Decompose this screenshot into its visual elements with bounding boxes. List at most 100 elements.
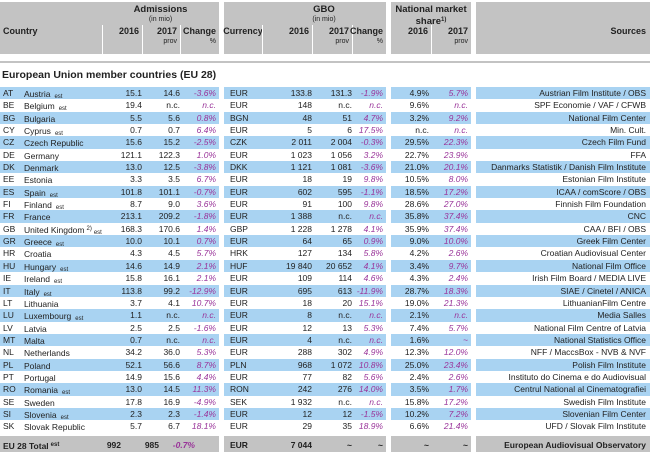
market-share-2016-cell: 3.2% bbox=[409, 112, 429, 123]
country-name: Ireland bbox=[24, 274, 50, 285]
admissions-2017-cell: 6.7 bbox=[168, 421, 180, 432]
row-sources-group: National Film Centre of Latvia bbox=[476, 322, 650, 334]
source-cell: Finnish Film Foundation bbox=[555, 199, 646, 210]
country-code-cell: PT bbox=[3, 371, 14, 382]
admissions-2017-cell: 16.9 bbox=[163, 396, 180, 407]
country-name: EU 28 Total bbox=[3, 440, 49, 451]
currency-cell: SEK bbox=[230, 396, 248, 407]
row-market-share-group: 4.2% 2.6% bbox=[391, 247, 471, 259]
row-gbo-group: HUF 19 840 20 652 4.1% bbox=[224, 259, 386, 273]
country-code-cell: IE bbox=[3, 273, 12, 284]
gbo-change-cell: -1.9% bbox=[360, 88, 383, 98]
row-sources-group: Czech Film Fund bbox=[476, 136, 650, 149]
gbo-2016-cell: 48 bbox=[302, 112, 312, 123]
admissions-2016-cell: 34.2 bbox=[125, 347, 142, 358]
source-cell: NFF / MaccsBox - NVB & NVF bbox=[530, 347, 646, 358]
row-admissions-group: SI Slovenia est 2.3 2.3 -1.4% bbox=[0, 407, 219, 421]
row-admissions-group: CZ Czech Republic 15.6 15.2 -2.5% bbox=[0, 136, 219, 149]
country-code-cell: PL bbox=[3, 359, 14, 370]
row-gbo-group: EUR 4 n.c. n.c. bbox=[224, 333, 386, 347]
country-name: Latvia bbox=[24, 323, 47, 334]
country-name-cell: Greece est bbox=[24, 235, 102, 248]
year-2017-label: 2017 bbox=[156, 26, 177, 36]
source-cell: Media Salles bbox=[597, 310, 646, 321]
admissions-change-cell: -2.5% bbox=[193, 137, 216, 148]
country-name: Germany bbox=[24, 150, 59, 161]
gbo-change-cell: 5.8% bbox=[363, 248, 383, 259]
row-admissions-group: ES Spain est 101.8 101.1 -0.7% bbox=[0, 185, 219, 199]
gbo-change-cell: 9.8% bbox=[363, 174, 383, 185]
gbo-change-cell: 14.0% bbox=[358, 384, 383, 395]
header-divider bbox=[0, 61, 650, 63]
table-row: SE Sweden 17.8 16.9 -4.9% SEK 1 932 n.c.… bbox=[0, 395, 650, 408]
year-2016-label: 2016 bbox=[288, 26, 309, 36]
gbo-change-cell: 5.6% bbox=[363, 371, 383, 382]
market-share-group-title: National market share1) bbox=[391, 5, 471, 27]
currency-cell: EUR bbox=[230, 100, 248, 111]
country-code-cell: LV bbox=[3, 322, 13, 333]
admissions-change-cell: -0.7% bbox=[193, 186, 216, 197]
row-market-share-group: 7.4% 5.7% bbox=[391, 322, 471, 334]
year-2017-label: 2017 bbox=[328, 26, 349, 36]
currency-cell: EUR bbox=[230, 310, 248, 321]
admissions-change-cell: 11.3% bbox=[192, 384, 216, 395]
country-name-cell: Denmark bbox=[24, 161, 102, 173]
admissions-2016-cell: 3.3 bbox=[130, 174, 142, 185]
gbo-2016-cell: 29 bbox=[302, 421, 312, 432]
country-name: Lithuania bbox=[24, 298, 59, 309]
market-share-2016-cell: 35.9% bbox=[404, 223, 429, 234]
gbo-change-cell: n.c. bbox=[369, 334, 383, 345]
gbo-change-cell: 0.9% bbox=[363, 236, 383, 247]
country-code-cell: HR bbox=[3, 248, 16, 259]
admissions-change-cell: n.c. bbox=[202, 334, 216, 345]
admissions-2016-cell: 52.1 bbox=[125, 359, 142, 370]
row-admissions-group: DE Germany 121.1 122.3 1.0% bbox=[0, 149, 219, 161]
country-code-cell: HU bbox=[3, 260, 16, 271]
market-share-2017-cell: 20.1% bbox=[443, 162, 468, 173]
country-code-cell: BE bbox=[3, 100, 15, 111]
admissions-2017-cell: 16.1 bbox=[163, 273, 180, 284]
source-cell: UFD / Slovak Film Institute bbox=[545, 421, 646, 432]
currency-cell: EUR bbox=[230, 273, 248, 284]
row-sources-group: ICAA / comScore / OBS bbox=[476, 185, 650, 199]
source-cell: Min. Cult. bbox=[610, 125, 646, 136]
row-admissions-group: SK Slovak Republic 5.7 6.7 18.1% bbox=[0, 420, 219, 432]
country-name: Czech Republic bbox=[24, 138, 84, 149]
market-share-2017-cell: 5.7% bbox=[448, 88, 468, 98]
row-sources-group: Min. Cult. bbox=[476, 124, 650, 136]
currency-cell: HRK bbox=[230, 248, 248, 259]
gbo-unit: (in mio) bbox=[312, 16, 336, 23]
admissions-2017-cell: 56.6 bbox=[163, 359, 180, 370]
gbo-2016-cell: 133.8 bbox=[290, 88, 312, 98]
row-admissions-group: GB United Kingdom 2)est 168.3 170.6 1.4% bbox=[0, 223, 219, 236]
gbo-2017-cell: n.c. bbox=[338, 396, 352, 407]
admissions-2016-cell: 15.1 bbox=[125, 88, 142, 98]
market-share-2017-cell: 18.3% bbox=[443, 285, 468, 296]
table-row: BE Belgium est 19.4 n.c. n.c. EUR 148 n.c… bbox=[0, 99, 650, 112]
country-note-sub: est bbox=[55, 205, 64, 212]
currency-cell: RON bbox=[230, 384, 249, 395]
admissions-2017-cell: 2.5 bbox=[168, 322, 180, 333]
gbo-2016-cell: 7 044 bbox=[290, 439, 312, 450]
row-admissions-group: DK Denmark 13.0 12.5 -3.8% bbox=[0, 161, 219, 174]
market-share-2016-cell: 9.6% bbox=[409, 100, 429, 111]
source-cell: Croatian Audiovisual Center bbox=[540, 248, 646, 259]
market-share-2017-cell: ~ bbox=[463, 439, 468, 450]
source-cell: Swedish Film Institute bbox=[563, 396, 646, 407]
admissions-2016-cell: 2.5 bbox=[130, 322, 142, 333]
table-row: DE Germany 121.1 122.3 1.0% EUR 1 023 1 … bbox=[0, 148, 650, 162]
admissions-2016-cell: 0.7 bbox=[130, 125, 142, 136]
country-name: Austria bbox=[24, 89, 51, 99]
market-share-2016-cell: 28.6% bbox=[404, 199, 429, 210]
country-code-cell: DK bbox=[3, 162, 15, 173]
country-name-cell: Malta bbox=[24, 334, 102, 346]
market-share-columns: 2016 2017 prov bbox=[391, 25, 471, 54]
table-row: HR Croatia 4.3 4.5 5.7% HRK 127 134 5.8%… bbox=[0, 247, 650, 260]
row-sources-group: Instituto do Cinema e do Audiovisual bbox=[476, 371, 650, 383]
country-code-cell: LT bbox=[3, 297, 13, 308]
market-share-2016-cell: 2.4% bbox=[409, 371, 429, 382]
row-sources-group: Greek Film Center bbox=[476, 235, 650, 248]
country-name-cell: United Kingdom 2)est bbox=[24, 223, 102, 236]
gbo-2017-cell: 20 bbox=[342, 297, 352, 308]
source-cell: National Statistics Office bbox=[554, 334, 646, 345]
